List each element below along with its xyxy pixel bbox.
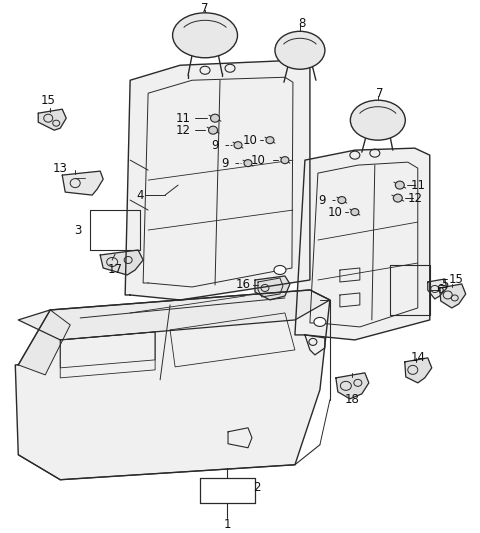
Polygon shape	[18, 310, 70, 375]
Polygon shape	[100, 250, 143, 275]
Ellipse shape	[211, 114, 219, 122]
Polygon shape	[440, 284, 466, 308]
Ellipse shape	[396, 181, 404, 189]
Text: 11: 11	[410, 179, 425, 191]
Text: 7: 7	[376, 87, 384, 100]
Polygon shape	[255, 276, 290, 300]
Ellipse shape	[173, 13, 238, 58]
Text: 8: 8	[298, 17, 306, 30]
Polygon shape	[18, 290, 330, 340]
Polygon shape	[15, 290, 330, 480]
Text: 10: 10	[327, 206, 342, 219]
Polygon shape	[125, 60, 310, 300]
Text: 9: 9	[211, 139, 219, 152]
Text: 17: 17	[108, 263, 123, 277]
Ellipse shape	[314, 318, 326, 326]
Text: 9: 9	[221, 157, 229, 169]
Ellipse shape	[350, 100, 405, 140]
Text: 13: 13	[53, 161, 68, 175]
Ellipse shape	[208, 126, 217, 134]
Polygon shape	[405, 358, 432, 383]
Ellipse shape	[338, 197, 346, 204]
Polygon shape	[428, 279, 447, 299]
Text: 9: 9	[318, 193, 325, 207]
Text: 3: 3	[74, 223, 82, 237]
Text: 15: 15	[41, 94, 56, 107]
Text: 15: 15	[448, 273, 463, 286]
Text: 10: 10	[251, 154, 265, 167]
Text: 11: 11	[176, 112, 191, 125]
Text: 12: 12	[407, 191, 422, 205]
Text: 5: 5	[441, 278, 448, 292]
Text: 16: 16	[236, 278, 251, 292]
Ellipse shape	[244, 160, 252, 167]
Ellipse shape	[266, 136, 274, 144]
Polygon shape	[62, 171, 103, 195]
Ellipse shape	[274, 265, 286, 274]
Text: 10: 10	[242, 134, 257, 147]
Ellipse shape	[281, 157, 289, 164]
Ellipse shape	[351, 208, 359, 215]
Text: 14: 14	[410, 351, 425, 365]
Ellipse shape	[393, 194, 402, 202]
Ellipse shape	[275, 31, 325, 69]
Polygon shape	[295, 148, 430, 340]
Text: 2: 2	[253, 481, 261, 494]
Text: 18: 18	[345, 393, 360, 406]
Text: 1: 1	[223, 518, 231, 531]
Polygon shape	[38, 109, 66, 130]
Polygon shape	[336, 373, 369, 399]
Ellipse shape	[234, 142, 242, 149]
Text: 7: 7	[201, 2, 209, 15]
Text: 4: 4	[136, 189, 144, 201]
Text: 6: 6	[436, 284, 444, 296]
Text: 12: 12	[176, 124, 191, 136]
